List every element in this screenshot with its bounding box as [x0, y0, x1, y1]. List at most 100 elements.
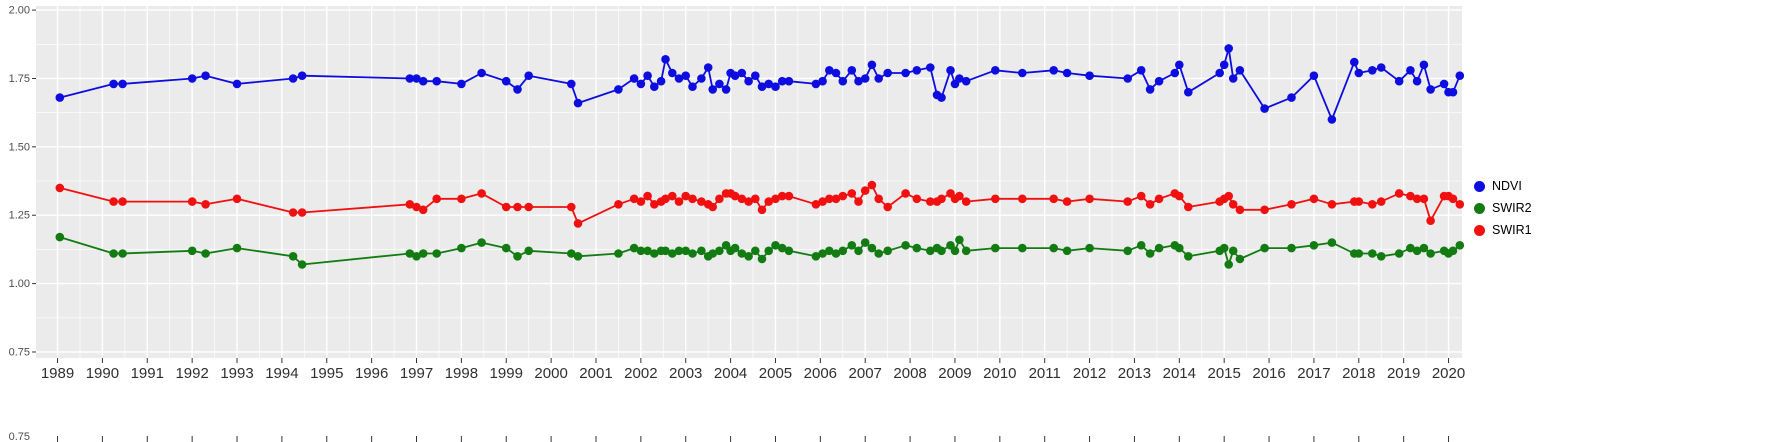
data-point-swir1 — [1136, 191, 1146, 201]
data-point-swir2 — [811, 251, 821, 261]
x-tick-label: 2018 — [1342, 365, 1375, 382]
data-point-ndvi — [937, 93, 946, 102]
data-point-ndvi — [757, 82, 767, 91]
data-point-swir2 — [1224, 260, 1233, 269]
x-tick-label: 2012 — [1073, 365, 1106, 382]
data-point-swir2 — [232, 243, 242, 253]
x-tick-label: 2001 — [579, 365, 612, 382]
data-point-swir1 — [297, 208, 307, 217]
data-point-ndvi — [681, 71, 690, 80]
data-point-swir1 — [751, 194, 760, 204]
data-point-ndvi — [1184, 87, 1193, 97]
data-point-swir2 — [1136, 241, 1146, 250]
data-point-swir2 — [1287, 243, 1296, 253]
data-point-ndvi — [703, 63, 713, 72]
data-point-ndvi — [831, 68, 841, 78]
data-point-swir2 — [883, 246, 892, 256]
data-point-swir1 — [961, 197, 971, 206]
data-point-swir2 — [1018, 243, 1027, 253]
data-point-swir1 — [744, 197, 753, 206]
data-point-swir2 — [955, 235, 964, 245]
data-point-ndvi — [946, 66, 955, 75]
x-tick-label: 1999 — [490, 365, 523, 382]
data-point-swir1 — [187, 197, 197, 206]
x-tick-label: 1993 — [220, 365, 253, 382]
data-point-swir1 — [1018, 194, 1027, 204]
data-point-swir2 — [838, 246, 848, 256]
data-point-swir1 — [1235, 205, 1245, 215]
data-point-ndvi — [1327, 115, 1337, 124]
data-point-swir2 — [825, 246, 834, 256]
data-point-ndvi — [901, 68, 910, 78]
data-point-ndvi — [1062, 68, 1072, 78]
data-point-swir2 — [818, 249, 827, 258]
data-point-ndvi — [1394, 76, 1404, 86]
data-point-swir2 — [961, 246, 971, 256]
x-tick-label: 2006 — [804, 365, 837, 382]
data-point-swir1 — [831, 194, 841, 204]
y-tick-label: 1.50 — [9, 141, 30, 153]
data-point-swir1 — [838, 191, 848, 201]
x-tick-label: 2014 — [1163, 365, 1196, 382]
data-point-swir2 — [1412, 246, 1422, 256]
data-point-swir1 — [201, 200, 210, 209]
data-point-swir1 — [883, 202, 892, 212]
data-point-ndvi — [1406, 66, 1415, 75]
data-point-swir1 — [737, 194, 747, 204]
data-point-swir2 — [1327, 238, 1337, 247]
data-point-ndvi — [1287, 93, 1296, 102]
data-point-swir2 — [1219, 243, 1229, 253]
data-point-swir1 — [1145, 200, 1155, 209]
data-point-swir1 — [1260, 205, 1269, 215]
data-point-ndvi — [708, 85, 717, 94]
data-point-ndvi — [688, 82, 697, 91]
data-point-swir1 — [1327, 200, 1337, 209]
data-point-ndvi — [1419, 60, 1429, 70]
data-point-ndvi — [1260, 104, 1269, 113]
data-point-swir2 — [1228, 246, 1238, 256]
legend-label-ndvi: NDVI — [1492, 179, 1522, 193]
x-tick-label: 1989 — [41, 365, 74, 382]
y-tick-label: 0.75 — [9, 346, 30, 358]
data-point-swir2 — [432, 249, 442, 258]
x-tick-label: 1991 — [131, 365, 164, 382]
data-point-ndvi — [1136, 66, 1146, 75]
x-tick-label: 2009 — [938, 365, 971, 382]
legend-item-swir2: SWIR2 — [1474, 201, 1532, 215]
data-point-swir2 — [1376, 251, 1386, 261]
data-point-ndvi — [201, 71, 210, 80]
data-point-swir2 — [874, 249, 883, 258]
data-point-ndvi — [187, 74, 197, 83]
data-point-swir1 — [867, 180, 877, 190]
data-point-swir2 — [674, 246, 684, 256]
data-point-ndvi — [432, 76, 442, 86]
data-point-swir2 — [524, 246, 533, 256]
data-point-ndvi — [961, 76, 971, 86]
y-tick-label: 1.00 — [9, 278, 30, 290]
data-point-ndvi — [1412, 76, 1422, 86]
data-point-ndvi — [867, 60, 877, 70]
legend: NDVI SWIR2 SWIR1 — [1474, 179, 1532, 237]
data-point-ndvi — [661, 55, 670, 64]
data-point-swir1 — [764, 197, 773, 206]
data-point-swir2 — [1419, 243, 1429, 253]
data-point-swir2 — [950, 246, 960, 256]
data-point-swir2 — [668, 249, 677, 258]
data-point-swir1 — [1394, 189, 1404, 198]
data-point-ndvi — [614, 85, 623, 94]
data-point-ndvi — [1123, 74, 1132, 83]
data-point-swir2 — [901, 241, 910, 250]
x-tick-label: 2000 — [534, 365, 567, 382]
legend-label-swir2: SWIR2 — [1492, 201, 1532, 215]
legend-key-dot-swir1 — [1474, 224, 1485, 236]
data-point-swir2 — [730, 243, 740, 253]
x-tick-label: 1996 — [355, 365, 388, 382]
x-tick-label: 2017 — [1297, 365, 1330, 382]
data-point-swir2 — [567, 249, 576, 258]
data-point-swir2 — [1123, 246, 1132, 256]
x-tick-label: 1992 — [175, 365, 208, 382]
data-point-swir2 — [1426, 249, 1435, 258]
data-point-swir2 — [477, 238, 486, 247]
bottom-edge-y-label: 0.75 — [9, 431, 30, 442]
